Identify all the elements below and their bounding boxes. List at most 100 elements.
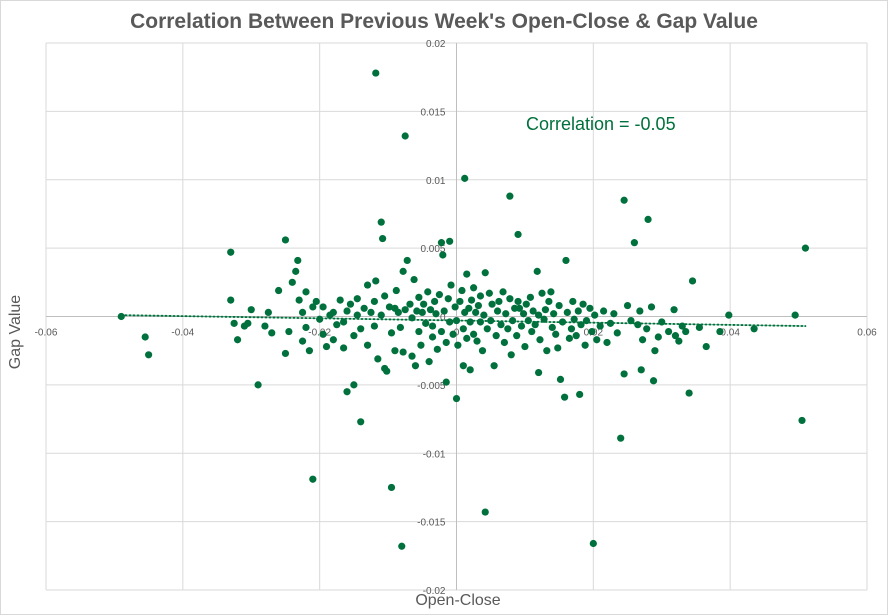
- data-point: [403, 256, 411, 265]
- data-point: [500, 338, 508, 347]
- data-point: [439, 251, 447, 259]
- data-point: [638, 336, 647, 344]
- data-point: [478, 347, 487, 355]
- data-point: [536, 336, 544, 344]
- data-point: [643, 325, 651, 333]
- data-point: [145, 351, 153, 359]
- data-point: [383, 367, 391, 375]
- data-point: [394, 308, 402, 316]
- data-point: [506, 192, 514, 200]
- data-point: [449, 330, 457, 338]
- data-point: [613, 329, 621, 337]
- data-point: [493, 307, 502, 315]
- data-point: [591, 311, 599, 319]
- data-point: [415, 293, 423, 301]
- data-point: [411, 362, 420, 370]
- data-point: [435, 291, 443, 299]
- data-point: [381, 292, 389, 300]
- data-point: [565, 334, 573, 342]
- data-point: [495, 297, 503, 306]
- data-point: [433, 345, 441, 353]
- data-point: [408, 352, 416, 360]
- data-point: [558, 318, 567, 326]
- data-point: [545, 297, 553, 306]
- data-point: [437, 327, 446, 336]
- data-point: [540, 315, 548, 323]
- data-point: [562, 256, 570, 265]
- chart-title: Correlation Between Previous Week's Open…: [130, 10, 758, 33]
- data-point: [374, 355, 382, 363]
- data-point: [343, 307, 351, 315]
- data-point: [481, 508, 489, 516]
- data-point: [506, 295, 514, 303]
- y-tick-label: -0.005: [417, 381, 446, 392]
- data-point: [535, 368, 543, 377]
- data-point: [454, 341, 462, 349]
- data-point: [658, 318, 666, 326]
- data-point: [476, 318, 485, 326]
- data-point: [298, 308, 307, 316]
- data-point: [399, 267, 407, 275]
- data-point: [487, 317, 495, 325]
- data-point: [517, 322, 526, 330]
- data-point: [316, 315, 324, 323]
- data-point: [529, 307, 537, 315]
- data-point: [264, 308, 272, 316]
- data-point: [261, 322, 269, 330]
- data-point: [357, 325, 365, 333]
- data-point: [309, 303, 317, 311]
- data-point: [387, 483, 396, 492]
- data-point: [509, 317, 517, 325]
- data-point: [556, 375, 565, 384]
- data-point: [444, 295, 452, 303]
- data-point: [572, 332, 580, 340]
- data-point: [579, 300, 587, 308]
- data-point: [490, 362, 498, 370]
- data-point: [428, 322, 437, 330]
- data-point: [522, 300, 530, 308]
- data-point: [485, 289, 493, 297]
- data-point: [467, 296, 476, 304]
- data-point: [458, 286, 466, 295]
- data-point: [588, 327, 596, 336]
- data-point: [647, 303, 656, 311]
- data-point: [488, 300, 496, 308]
- data-point: [322, 342, 331, 351]
- data-point: [340, 318, 348, 326]
- data-point: [281, 236, 290, 244]
- data-point: [623, 301, 632, 310]
- data-point: [288, 278, 296, 286]
- data-point: [353, 311, 361, 319]
- data-point: [398, 542, 406, 550]
- data-point: [346, 300, 355, 308]
- data-point: [528, 327, 536, 336]
- data-point: [678, 322, 686, 330]
- data-point: [459, 362, 467, 370]
- data-point: [634, 321, 642, 329]
- data-point: [319, 330, 327, 338]
- trendline: [120, 314, 807, 327]
- data-point: [294, 256, 302, 265]
- data-point: [470, 330, 478, 338]
- data-point: [440, 307, 448, 315]
- data-point: [247, 306, 255, 314]
- x-tick-label: -0.06: [35, 328, 58, 339]
- data-point: [473, 337, 481, 345]
- data-point: [461, 174, 469, 182]
- data-point: [515, 304, 524, 312]
- data-point: [644, 215, 652, 224]
- data-point: [554, 344, 562, 352]
- data-point: [452, 317, 461, 325]
- data-point: [504, 325, 512, 333]
- data-point: [550, 310, 558, 318]
- data-point: [685, 389, 693, 397]
- data-point: [437, 239, 446, 247]
- data-point: [801, 244, 810, 252]
- data-point: [363, 281, 372, 289]
- data-point: [309, 475, 317, 483]
- data-point: [336, 296, 344, 304]
- data-point: [415, 327, 423, 336]
- data-point: [302, 323, 310, 332]
- data-point: [452, 394, 461, 403]
